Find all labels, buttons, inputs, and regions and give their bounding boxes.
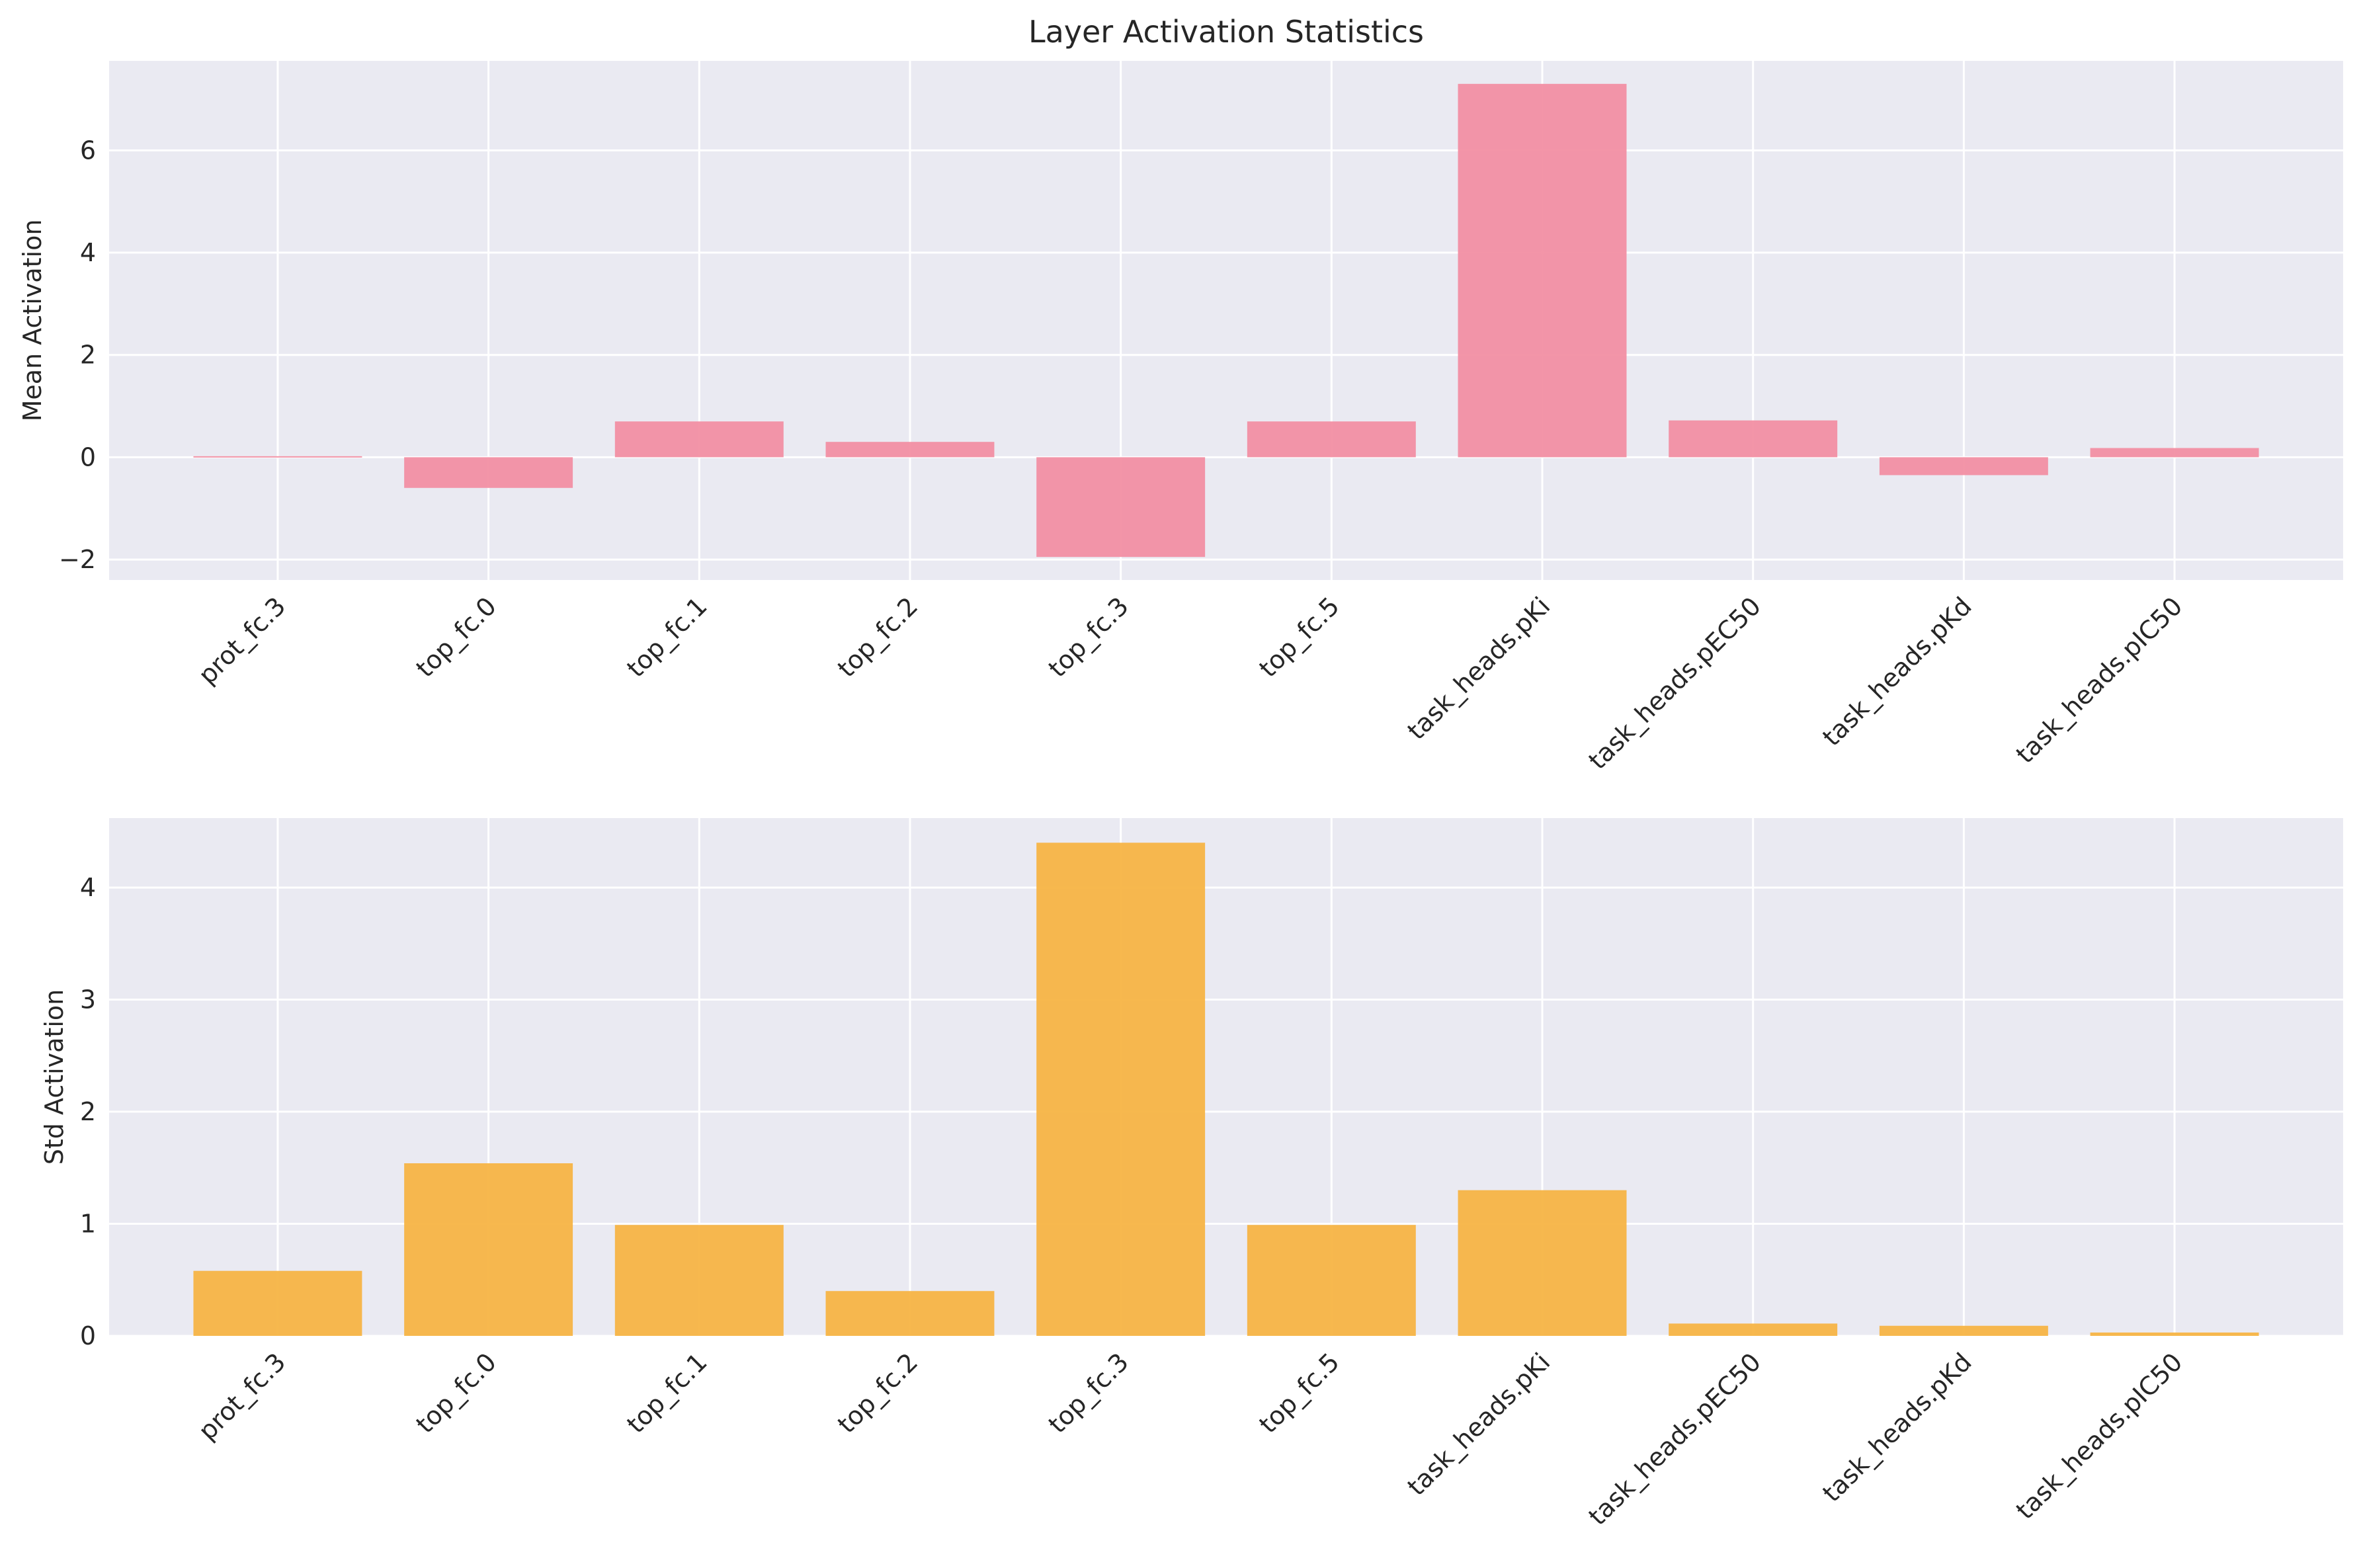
bar-top_fc.5 xyxy=(1247,1225,1416,1336)
y-tick-label: 2 xyxy=(80,1097,96,1126)
plot-area xyxy=(109,61,2343,580)
y-tick-label: 4 xyxy=(80,238,96,267)
y-tick-label: 6 xyxy=(80,136,96,165)
bar-top_fc.1 xyxy=(614,421,784,458)
bar-task_heads.pKi xyxy=(1458,83,1627,458)
bar-task_heads.pKd xyxy=(1879,457,2048,475)
x-tick-label: task_heads.pEC50 xyxy=(1583,591,1766,775)
bar-prot_fc.3 xyxy=(193,456,362,458)
x-tick-label: task_heads.pKi xyxy=(1402,591,1556,745)
x-tick-label: top_fc.3 xyxy=(1043,591,1134,682)
chart-title: Layer Activation Statistics xyxy=(1028,14,1424,50)
x-tick-label: prot_fc.3 xyxy=(192,591,291,690)
bar-top_fc.3 xyxy=(1036,457,1206,557)
y-tick-label: 0 xyxy=(80,442,96,472)
bar-task_heads.pEC50 xyxy=(1669,420,1838,458)
x-tick-label: prot_fc.3 xyxy=(192,1347,291,1446)
x-tick-label: top_fc.5 xyxy=(1253,1347,1345,1438)
bar-top_fc.5 xyxy=(1247,421,1416,458)
y-tick-label: 1 xyxy=(80,1210,96,1239)
y-axis-title: Std Activation xyxy=(40,989,69,1165)
y-tick-label: 4 xyxy=(80,873,96,902)
x-tick-label: task_heads.pKd xyxy=(1817,591,1977,751)
bar-top_fc.0 xyxy=(404,1163,573,1336)
x-tick-label: top_fc.3 xyxy=(1043,1347,1134,1438)
y-tick-label: 2 xyxy=(80,341,96,370)
x-tick-label: top_fc.1 xyxy=(621,591,712,682)
subplot-1: −2 0 2 4 6 prot_fc.3 top_fc.0 top_fc.1 top_fc.2 t… xyxy=(18,61,2343,775)
bar-top_fc.2 xyxy=(825,442,995,458)
x-tick-label: top_fc.5 xyxy=(1253,591,1345,682)
bar-top_fc.1 xyxy=(614,1225,784,1336)
subplot-2: 0 1 2 3 4 prot_fc.3 top_fc.0 top_fc.1 top_fc.2 to… xyxy=(40,818,2343,1531)
bar-top_fc.2 xyxy=(825,1291,995,1336)
x-tick-label: task_heads.pKi xyxy=(1402,1347,1556,1501)
bar-top_fc.3 xyxy=(1036,843,1206,1336)
bar-top_fc.0 xyxy=(404,457,573,488)
y-tick-label: 3 xyxy=(80,985,96,1014)
x-tick-label: task_heads.pKd xyxy=(1817,1347,1977,1507)
y-tick-label: −2 xyxy=(59,545,96,574)
y-axis-title: Mean Activation xyxy=(18,220,47,422)
x-tick-label: top_fc.0 xyxy=(411,1347,502,1438)
x-tick-label: task_heads.pIC50 xyxy=(2010,1347,2188,1525)
x-tick-label: task_heads.pEC50 xyxy=(1583,1347,1766,1531)
bar-task_heads.pEC50 xyxy=(1669,1323,1838,1336)
bar-prot_fc.3 xyxy=(193,1270,362,1336)
bar-task_heads.pKi xyxy=(1458,1190,1627,1336)
x-tick-label: top_fc.2 xyxy=(832,1347,923,1438)
bar-task_heads.pIC50 xyxy=(2090,1332,2259,1336)
x-tick-label: top_fc.2 xyxy=(832,591,923,682)
bar-task_heads.pIC50 xyxy=(2090,448,2259,458)
x-tick-label: task_heads.pIC50 xyxy=(2010,591,2188,769)
x-tick-label: top_fc.0 xyxy=(411,591,502,682)
y-tick-label: 0 xyxy=(80,1321,96,1350)
bar-task_heads.pKd xyxy=(1879,1325,2048,1336)
x-tick-label: top_fc.1 xyxy=(621,1347,712,1438)
